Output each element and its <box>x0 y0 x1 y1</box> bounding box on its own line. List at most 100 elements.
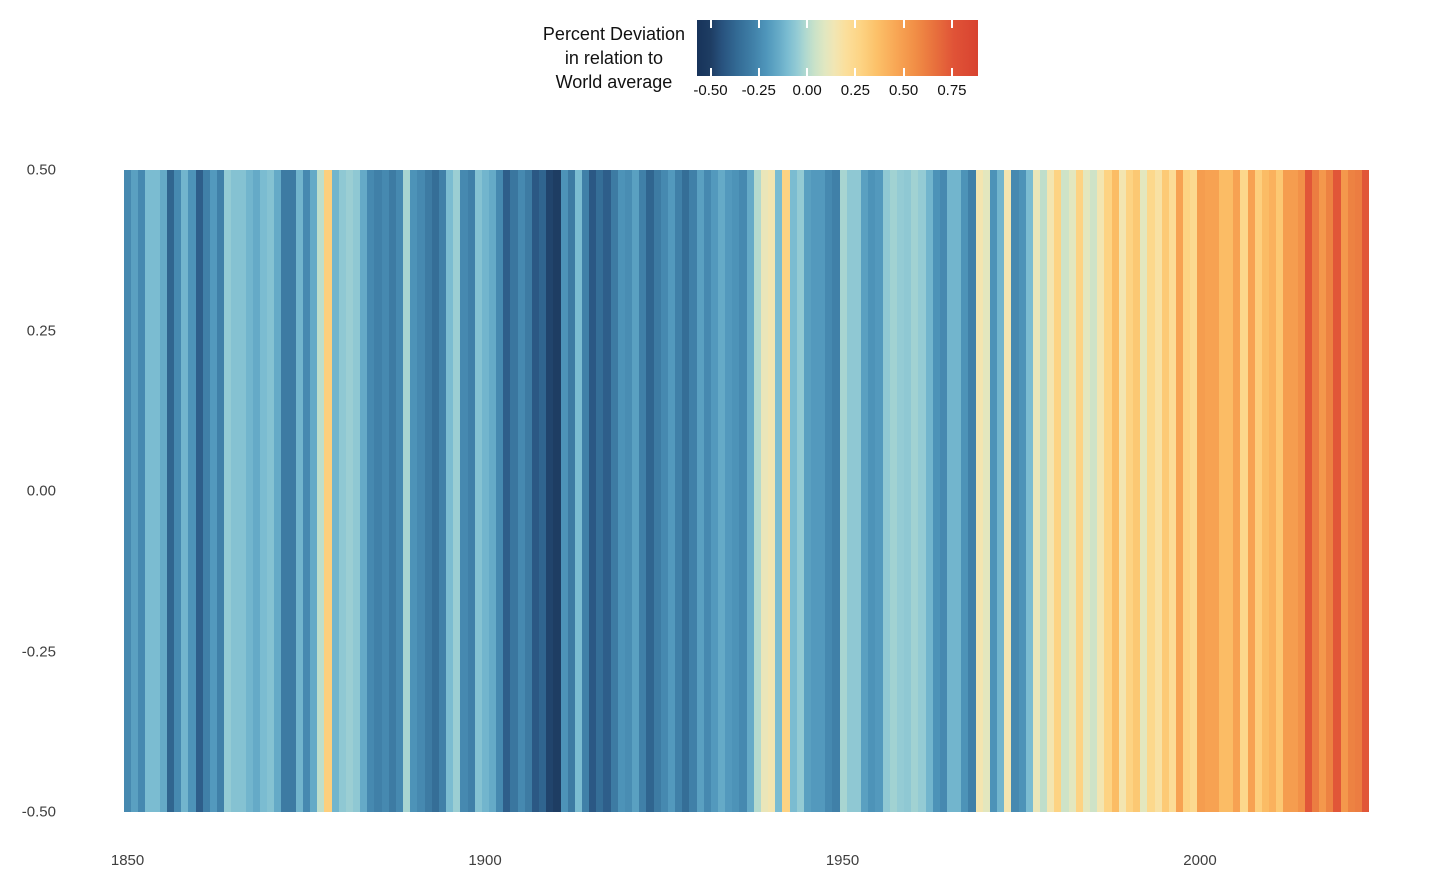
year-stripe-1894 <box>438 170 447 812</box>
year-stripe-2016 <box>1311 170 1320 812</box>
year-stripe-1931 <box>703 170 711 812</box>
year-stripe-1992 <box>1140 170 1148 812</box>
year-stripe-1958 <box>896 170 905 812</box>
year-stripe-1879 <box>331 170 339 812</box>
x-axis-tick-label: 1950 <box>825 852 860 869</box>
legend-title: Percent Deviation in relation to World a… <box>543 22 685 94</box>
year-stripe-1998 <box>1183 170 1191 812</box>
year-stripe-1909 <box>546 170 554 812</box>
year-stripe-1897 <box>460 170 468 812</box>
year-stripe-1955 <box>875 170 883 812</box>
year-stripe-1881 <box>345 170 353 812</box>
year-stripe-1964 <box>939 170 947 812</box>
year-stripe-1901 <box>488 170 497 812</box>
year-stripe-1926 <box>667 170 676 812</box>
x-axis-tick-label: 1850 <box>110 852 145 869</box>
year-stripe-1862 <box>209 170 218 812</box>
year-stripe-1855 <box>159 170 167 812</box>
year-stripe-1883 <box>360 170 368 812</box>
year-stripe-1900 <box>481 170 489 812</box>
year-stripe-2009 <box>1261 170 1269 812</box>
year-stripe-1968 <box>968 170 976 812</box>
year-stripe-1959 <box>904 170 912 812</box>
colorbar-tick-mark <box>806 20 809 28</box>
colorbar-tick-mark <box>950 20 953 28</box>
year-stripe-1954 <box>868 170 876 812</box>
year-stripe-1892 <box>424 170 432 812</box>
year-stripe-1928 <box>682 170 690 812</box>
year-stripe-1857 <box>174 170 182 812</box>
year-stripe-1922 <box>639 170 647 812</box>
year-stripe-1973 <box>1004 170 1012 812</box>
year-stripe-1906 <box>524 170 532 812</box>
year-stripe-1967 <box>961 170 969 812</box>
year-stripe-1877 <box>317 170 325 812</box>
year-stripe-1960 <box>911 170 919 812</box>
year-stripe-1907 <box>531 170 540 812</box>
year-stripe-1974 <box>1011 170 1019 812</box>
legend-title-line-1: Percent Deviation <box>542 24 685 44</box>
year-stripe-1938 <box>753 170 761 812</box>
year-stripe-1952 <box>853 170 862 812</box>
year-stripe-1982 <box>1068 170 1076 812</box>
legend-title-line-3: World average <box>555 72 673 92</box>
year-stripe-1865 <box>231 170 239 812</box>
year-stripe-1868 <box>252 170 260 812</box>
year-stripe-1962 <box>925 170 933 812</box>
colorbar-tick-mark <box>757 68 760 76</box>
year-stripe-1936 <box>739 170 747 812</box>
year-stripe-1970 <box>982 170 990 812</box>
y-axis-tick-label: -0.25 <box>21 643 56 660</box>
year-stripe-1953 <box>861 170 869 812</box>
year-stripe-1972 <box>997 170 1005 812</box>
year-stripe-1908 <box>539 170 547 812</box>
year-stripe-1977 <box>1032 170 1040 812</box>
year-stripe-1895 <box>446 170 454 812</box>
year-stripe-1880 <box>338 170 346 812</box>
year-stripe-1989 <box>1118 170 1126 812</box>
year-stripe-1947 <box>818 170 826 812</box>
year-stripe-1887 <box>388 170 396 812</box>
year-stripe-2018 <box>1326 170 1334 812</box>
year-stripe-1915 <box>589 170 597 812</box>
x-axis-tick-label: 2000 <box>1183 852 1217 869</box>
year-stripe-1991 <box>1133 170 1141 812</box>
year-stripe-1945 <box>803 170 811 812</box>
year-stripe-1966 <box>954 170 962 812</box>
year-stripe-1861 <box>202 170 210 812</box>
year-stripe-1971 <box>989 170 998 812</box>
year-stripe-1898 <box>467 170 475 812</box>
year-stripe-2017 <box>1319 170 1327 812</box>
year-stripe-1872 <box>281 170 289 812</box>
year-stripe-2007 <box>1247 170 1255 812</box>
colorbar-tick-mark <box>709 68 712 76</box>
year-stripe-2022 <box>1354 170 1363 812</box>
year-stripe-1999 <box>1190 170 1198 812</box>
year-stripe-1934 <box>725 170 733 812</box>
year-stripe-1990 <box>1125 170 1134 812</box>
year-stripe-2005 <box>1233 170 1241 812</box>
year-stripe-1859 <box>188 170 196 812</box>
colorbar-tick-label: 0.50 <box>889 82 919 99</box>
year-stripe-1996 <box>1168 170 1176 812</box>
year-stripe-1904 <box>510 170 518 812</box>
year-stripe-1869 <box>259 170 268 812</box>
year-stripe-2023 <box>1362 170 1370 812</box>
year-stripe-1914 <box>582 170 590 812</box>
year-stripe-1886 <box>381 170 389 812</box>
year-stripe-1919 <box>617 170 625 812</box>
year-stripe-1986 <box>1097 170 1105 812</box>
year-stripe-1948 <box>825 170 833 812</box>
year-stripe-1993 <box>1147 170 1155 812</box>
year-stripe-1876 <box>310 170 318 812</box>
year-stripe-1874 <box>295 170 303 812</box>
y-axis-tick-label: -0.50 <box>21 803 56 821</box>
year-stripe-1890 <box>410 170 418 812</box>
year-stripe-1851 <box>131 170 139 812</box>
year-stripe-2011 <box>1276 170 1284 812</box>
year-stripe-2003 <box>1218 170 1227 812</box>
year-stripe-1853 <box>145 170 153 812</box>
year-stripe-1917 <box>603 170 611 812</box>
year-stripe-1870 <box>267 170 275 812</box>
year-stripe-1941 <box>775 170 783 812</box>
